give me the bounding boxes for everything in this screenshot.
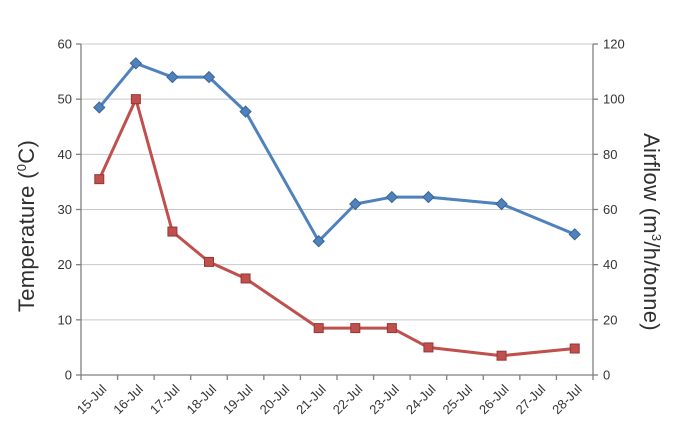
y-axis-left-tick-label: 40 — [58, 147, 72, 162]
series-temperature-marker — [167, 226, 178, 237]
y-axis-left-tick-label: 20 — [58, 257, 72, 272]
y-axis-right-tick-label: 20 — [603, 312, 617, 327]
x-axis-tick-label: 28-Jul — [549, 381, 585, 417]
x-axis-tick-label: 15-Jul — [74, 381, 110, 417]
series-airflow-marker — [93, 101, 106, 114]
y-axis-right-tick-label: 0 — [603, 368, 610, 383]
x-axis-tick-label: 17-Jul — [147, 381, 183, 417]
x-axis-tick-label: 27-Jul — [513, 381, 549, 417]
series-airflow-marker — [129, 57, 143, 70]
x-axis-tick-label: 26-Jul — [476, 381, 512, 417]
y-axis-right-tick-label: 80 — [603, 147, 617, 162]
series-airflow-marker — [385, 190, 399, 204]
series-temperature-marker — [423, 342, 434, 353]
series-temperature-marker — [569, 343, 580, 354]
y-axis-right-tick-label: 100 — [603, 92, 625, 107]
x-axis-tick-label: 21-Jul — [293, 381, 329, 417]
series-airflow-marker — [166, 70, 179, 84]
x-axis-tick-label: 18-Jul — [183, 381, 219, 417]
series-airflow-marker — [239, 105, 252, 118]
x-axis-tick-label: 20-Jul — [257, 381, 293, 417]
series-temperature-marker — [94, 174, 105, 185]
series-temperature-marker — [496, 350, 507, 361]
series-airflow-marker — [568, 228, 581, 241]
y-axis-left-tick-label: 0 — [65, 368, 72, 383]
y-axis-left-tick-label: 50 — [58, 92, 72, 107]
x-axis-tick-label: 19-Jul — [220, 381, 256, 417]
series-airflow-line — [97, 61, 577, 243]
series-airflow-marker — [202, 70, 216, 84]
x-axis-tick-label: 16-Jul — [110, 381, 146, 417]
y-axis-right-tick-label: 40 — [603, 257, 617, 272]
series-airflow-marker — [312, 235, 325, 248]
x-axis-tick-label: 24-Jul — [403, 381, 439, 417]
x-axis-tick-label: 25-Jul — [439, 381, 475, 417]
series-airflow-marker — [495, 197, 508, 211]
series-temperature-marker — [350, 323, 361, 334]
x-axis-tick-label: 22-Jul — [330, 381, 366, 417]
series-airflow-marker — [422, 190, 435, 204]
y-axis-left-tick-label: 30 — [58, 202, 72, 217]
series-temperature-marker — [313, 323, 324, 334]
x-axis-tick-label: 23-Jul — [366, 381, 402, 417]
series-temperature-marker — [130, 94, 141, 105]
y-axis-right-tick-label: 120 — [603, 37, 625, 52]
y-axis-right-tick-label: 60 — [603, 202, 617, 217]
series-temperature-marker — [240, 273, 251, 284]
y-axis-left-tick-label: 60 — [58, 37, 72, 52]
series-airflow-marker — [349, 197, 362, 211]
y-axis-left-tick-label: 10 — [58, 312, 72, 327]
series-temperature-marker — [204, 256, 214, 267]
series-temperature-marker — [386, 323, 397, 334]
